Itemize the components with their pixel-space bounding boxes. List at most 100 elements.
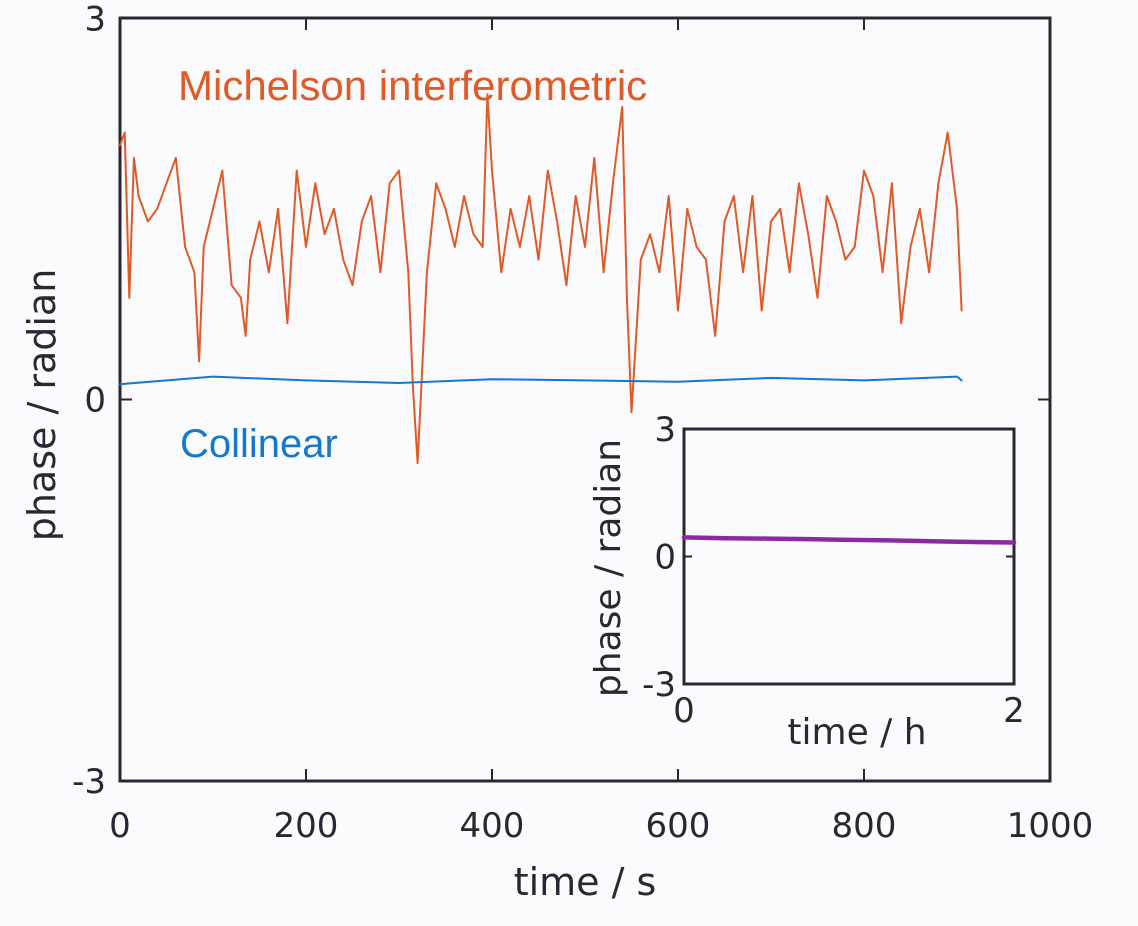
inset-y-axis-title: phase / radian [588, 439, 629, 697]
main-data-point-michelson-interferometric [584, 246, 586, 248]
main-data-point-michelson-interferometric [760, 309, 763, 312]
main-data-point-collinear [960, 379, 963, 382]
main-data-point-michelson-interferometric [249, 258, 251, 261]
main-data-point-michelson-interferometric [816, 297, 819, 299]
inset-plot-frame [682, 427, 1016, 686]
main-data-point-michelson-interferometric [295, 169, 298, 172]
main-data-point-michelson-interferometric [547, 169, 549, 172]
main-y-tick-label: 3 [84, 0, 106, 39]
main-data-point-michelson-interferometric [881, 271, 884, 274]
inset-x-tick-label: 0 [673, 691, 695, 731]
main-y-tick-label: -3 [72, 762, 106, 802]
main-data-point-michelson-interferometric [379, 271, 382, 274]
inset-data-point-phase-2-h [1013, 541, 1015, 544]
main-data-point-michelson-interferometric [565, 284, 568, 286]
main-data-point-michelson-interferometric [333, 208, 335, 210]
inset-y-tick-label: 0 [654, 538, 676, 578]
main-data-point-michelson-interferometric [481, 246, 484, 248]
inset-data-point-phase-2-h [765, 537, 768, 540]
main-data-point-michelson-interferometric [695, 246, 698, 248]
main-data-point-michelson-interferometric [240, 297, 242, 299]
inset-series [681, 535, 1017, 545]
main-x-tick-label: 400 [460, 806, 525, 846]
main-data-point-collinear [119, 383, 121, 386]
inset-x-axis-title: time / h [787, 712, 926, 753]
main-data-point-collinear [398, 382, 400, 384]
main-data-point-michelson-interferometric [928, 271, 930, 274]
main-data-point-michelson-interferometric [509, 208, 512, 210]
main-x-tick-label: 200 [274, 806, 339, 846]
main-data-point-michelson-interferometric [463, 195, 465, 197]
main-data-point-michelson-interferometric [891, 182, 893, 185]
main-data-point-michelson-interferometric [314, 182, 317, 185]
inset-data-point-phase-2-h [889, 539, 892, 542]
inset-data-point-phase-2-h [972, 541, 974, 543]
main-data-point-michelson-interferometric [198, 360, 200, 363]
main-data-point-collinear [770, 377, 772, 379]
main-data-point-collinear [956, 375, 958, 378]
main-data-point-michelson-interferometric [872, 195, 875, 197]
main-data-point-michelson-interferometric [853, 246, 856, 248]
main-data-point-michelson-interferometric [956, 208, 958, 210]
main-data-point-michelson-interferometric [630, 411, 633, 414]
main-data-point-michelson-interferometric [844, 258, 847, 261]
main-data-point-michelson-interferometric [779, 208, 782, 210]
main-data-point-michelson-interferometric [342, 258, 345, 261]
main-data-point-michelson-interferometric [612, 182, 614, 185]
main-data-point-michelson-interferometric [788, 271, 791, 274]
main-data-point-michelson-interferometric [412, 386, 414, 388]
main-data-point-michelson-interferometric [119, 144, 121, 146]
inset-data-point-phase-2-h [683, 536, 685, 539]
main-data-point-michelson-interferometric [742, 271, 744, 274]
michelson-series-label: Michelson interferometric [178, 62, 647, 109]
main-data-point-michelson-interferometric [398, 169, 400, 172]
main-data-point-michelson-interferometric [807, 233, 809, 235]
main-data-point-michelson-interferometric [184, 246, 186, 248]
main-y-ticks: -303 [72, 0, 1050, 802]
main-data-point-michelson-interferometric [137, 195, 140, 197]
main-data-point-michelson-interferometric [528, 195, 530, 197]
main-y-tick-label: 0 [84, 381, 106, 421]
main-series-line-collinear [119, 375, 963, 386]
main-data-point-michelson-interferometric [407, 271, 410, 274]
inset-data-point-phase-2-h [848, 539, 850, 541]
main-data-point-michelson-interferometric [960, 309, 963, 312]
inset-y-tick-label: 3 [654, 410, 676, 450]
main-data-point-michelson-interferometric [361, 220, 363, 223]
main-data-point-michelson-interferometric [454, 246, 456, 248]
main-data-point-michelson-interferometric [705, 258, 707, 261]
inset-y-tick-label: -3 [642, 665, 676, 705]
inset-data-point-phase-2-h [930, 540, 933, 542]
main-data-point-michelson-interferometric [156, 208, 158, 210]
main-data-point-michelson-interferometric [798, 182, 800, 185]
main-data-point-michelson-interferometric [128, 297, 131, 299]
main-data-point-michelson-interferometric [435, 182, 438, 185]
main-data-point-michelson-interferometric [686, 208, 689, 210]
main-data-point-michelson-interferometric [486, 93, 489, 96]
main-data-point-michelson-interferometric [714, 335, 716, 337]
main-data-point-michelson-interferometric [537, 258, 540, 261]
main-data-point-michelson-interferometric [147, 220, 149, 223]
main-data-point-michelson-interferometric [574, 195, 577, 197]
inset-data-point-phase-2-h [724, 537, 727, 539]
main-data-point-michelson-interferometric [165, 182, 168, 185]
inset-y-ticks: 3 0 -3 [642, 410, 1014, 705]
main-data-point-michelson-interferometric [277, 208, 279, 210]
main-data-point-michelson-interferometric [863, 169, 865, 172]
main-data-point-michelson-interferometric [212, 208, 214, 210]
collinear-series-label: Collinear [180, 422, 338, 466]
main-data-point-michelson-interferometric [426, 271, 428, 274]
main-data-point-michelson-interferometric [909, 246, 912, 248]
main-data-point-michelson-interferometric [193, 271, 196, 274]
main-data-point-michelson-interferometric [175, 157, 177, 159]
main-data-point-michelson-interferometric [593, 157, 596, 159]
main-data-point-michelson-interferometric [519, 246, 521, 248]
main-data-point-michelson-interferometric [244, 335, 247, 337]
main-data-point-michelson-interferometric [416, 462, 419, 464]
main-data-point-michelson-interferometric [658, 271, 661, 274]
main-data-point-michelson-interferometric [202, 246, 205, 248]
main-data-point-michelson-interferometric [626, 297, 628, 299]
main-data-point-collinear [305, 379, 307, 382]
